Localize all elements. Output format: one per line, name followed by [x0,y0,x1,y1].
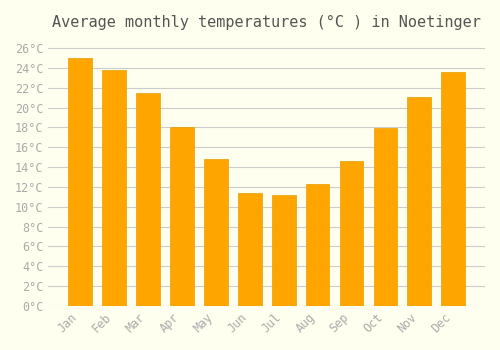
Bar [204,159,228,306]
Bar [136,93,160,306]
Bar [408,97,431,306]
Bar [238,193,262,306]
Title: Average monthly temperatures (°C ) in Noetinger: Average monthly temperatures (°C ) in No… [52,15,481,30]
Bar [102,70,126,306]
Bar [442,72,465,306]
Bar [374,128,398,306]
Bar [170,127,194,306]
Bar [272,195,295,306]
Bar [68,58,92,306]
Bar [306,184,330,306]
Bar [340,161,363,306]
